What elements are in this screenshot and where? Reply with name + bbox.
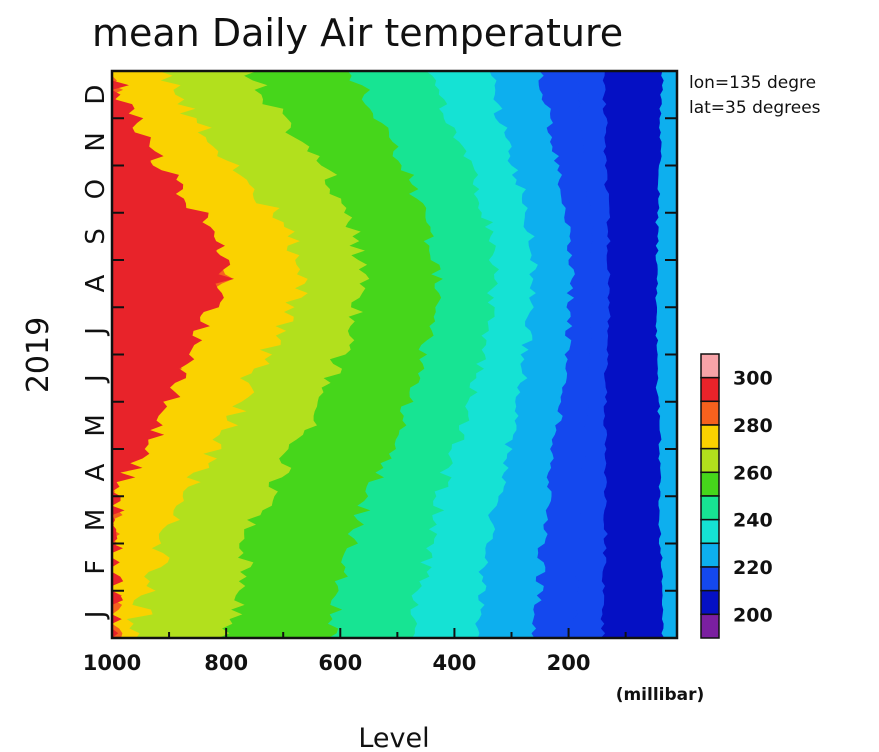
colorbar-label: 300 (733, 368, 773, 390)
colorbar-swatch (700, 566, 720, 592)
y-tick-label: M (81, 414, 111, 436)
colorbar-swatch (700, 542, 720, 568)
band-295 (112, 71, 235, 638)
month-label: M (81, 414, 111, 436)
colorbar-swatch (700, 518, 720, 545)
colorbar-label: 220 (733, 557, 773, 579)
y-tick-label: J (81, 374, 111, 384)
month-label: D (81, 85, 111, 105)
y-tick-label: A (81, 464, 111, 482)
month-label: F (81, 560, 111, 575)
annotation-lat: lat=35 degrees (689, 98, 821, 118)
colorbar-swatch (700, 353, 720, 379)
x-tick-label: 1000 (83, 651, 141, 675)
y-tick-label: M (81, 509, 111, 531)
x-ticks: 1000 800 600 400 200 (83, 628, 627, 675)
month-label: O (81, 179, 111, 199)
y-tick-label: S (81, 228, 111, 245)
month-label: M (81, 509, 111, 531)
colorbar-swatch (700, 400, 720, 426)
x-tick-label: 800 (204, 651, 248, 675)
colorbar: 300 280 260 240 220 200 (700, 353, 773, 639)
colorbar-swatch (700, 613, 720, 639)
month-label: A (81, 464, 111, 482)
colorbar-label: 260 (733, 462, 773, 484)
y-tick-label: J (81, 611, 111, 621)
month-label: J (81, 374, 111, 384)
colorbar-swatch (700, 424, 720, 450)
colorbar-swatch (700, 471, 720, 497)
colorbar-label: 200 (733, 604, 773, 626)
y-tick-label: O (81, 179, 111, 199)
colorbar-swatch (700, 495, 720, 521)
colorbar-swatch (700, 589, 720, 616)
x-tick-label: 200 (547, 651, 591, 675)
colorbar-label: 280 (733, 415, 773, 437)
y-tick-label: A (81, 275, 111, 293)
month-label: A (81, 275, 111, 293)
month-label: J (81, 327, 111, 337)
chart-title: mean Daily Air temperature (92, 11, 623, 55)
month-label: S (81, 228, 111, 245)
heatmap-plot-area: 1000 800 600 400 200 J F M A M J J A S O N D (81, 69, 679, 675)
x-tick-label: 600 (318, 651, 362, 675)
x-axis-label: Level (358, 723, 429, 752)
month-label: J (81, 611, 111, 621)
heatmap-bands (112, 71, 677, 638)
x-axis-unit: (millibar) (616, 685, 705, 705)
y-axis-label: 2019 (21, 317, 56, 393)
y-tick-label: D (81, 85, 111, 105)
y-tick-label: N (81, 132, 111, 151)
y-ticks: J F M A M J J A S O N D (81, 85, 677, 639)
colorbar-label: 240 (733, 510, 773, 532)
x-tick-label: 400 (433, 651, 477, 675)
y-tick-label: F (81, 560, 111, 575)
colorbar-swatch (700, 376, 720, 403)
colorbar-swatch (700, 447, 720, 474)
annotation-lon: lon=135 degre (689, 73, 816, 93)
month-label: N (81, 132, 111, 151)
y-tick-label: J (81, 327, 111, 337)
